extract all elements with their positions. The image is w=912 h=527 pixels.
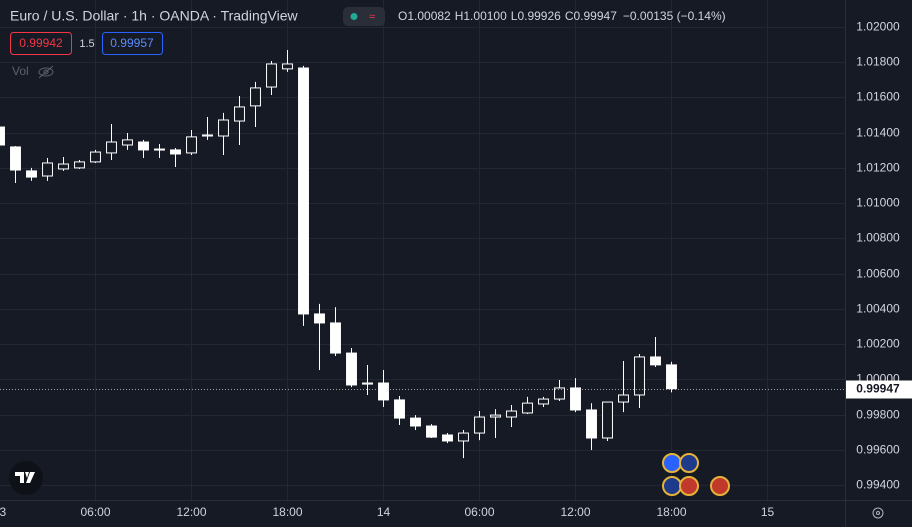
candle-body	[170, 149, 181, 155]
candle-body	[426, 425, 437, 438]
price-change: −0.00135 (−0.14%)	[623, 9, 726, 23]
x-tick-label: 06:00	[464, 505, 494, 519]
candle-body	[650, 356, 661, 366]
ohlc-value: L0.99926	[511, 9, 561, 23]
last-price-box	[846, 380, 912, 399]
candle-body	[58, 163, 69, 170]
y-tick-label: 1.01400	[856, 126, 900, 140]
tradingview-logo[interactable]	[9, 461, 43, 495]
buy-price: 0.99957	[110, 36, 154, 50]
candle-body	[666, 364, 677, 390]
volume-label: Vol	[12, 64, 29, 78]
spread: 1.5	[79, 38, 94, 50]
candle-body	[26, 170, 37, 178]
candle-body	[122, 139, 133, 146]
svg-text:≈: ≈	[369, 11, 375, 23]
grid	[0, 0, 845, 500]
candle-body	[202, 134, 213, 137]
candle-body	[410, 417, 421, 427]
candle-body	[282, 63, 293, 70]
candle-body	[218, 119, 229, 137]
candle-body	[42, 162, 53, 177]
candle-body	[634, 356, 645, 396]
candle-body	[186, 136, 197, 154]
candle-body	[538, 398, 549, 405]
sell-price: 0.99942	[19, 36, 63, 50]
candle-body	[570, 387, 581, 411]
event-icons[interactable]	[662, 453, 730, 496]
y-tick-label: 1.02000	[856, 20, 900, 34]
candle-body	[10, 146, 21, 171]
ohlc-value: O1.00082	[398, 9, 451, 23]
y-tick-label: 1.01800	[856, 55, 900, 69]
y-tick-label: 1.01200	[856, 161, 900, 175]
candle-body	[394, 399, 405, 419]
candle-body	[490, 414, 501, 418]
y-tick-label: 1.00800	[856, 231, 900, 245]
candle-body	[266, 63, 277, 88]
visibility-icon[interactable]	[38, 65, 54, 79]
x-tick-label: 15	[761, 505, 775, 519]
last-price-label: 0.99947	[856, 382, 900, 396]
y-tick-label: 1.00600	[856, 267, 900, 281]
buy-button[interactable]: 0.99957	[102, 32, 163, 55]
x-tick-label: 14	[377, 505, 391, 519]
chart-title: Euro / U.S. Dollar · 1h · OANDA · Tradin…	[10, 8, 299, 24]
ohlc-value: H1.00100	[455, 9, 507, 23]
y-tick-label: 1.00400	[856, 302, 900, 316]
candle-body	[602, 401, 613, 439]
candle-body	[554, 387, 565, 400]
axes: 1.02000 1.01800 1.01600 1.01400 1.01200 1.010…	[0, 20, 912, 519]
candle-body	[362, 382, 373, 385]
candle-body	[506, 410, 517, 418]
y-tick-label: 0.99600	[856, 443, 900, 457]
candle-body	[378, 382, 389, 401]
candle-body	[618, 394, 629, 403]
candle-body	[442, 434, 453, 442]
candle-body	[474, 416, 485, 434]
x-tick-label: 06:00	[80, 505, 110, 519]
sell-button[interactable]: 0.99942	[10, 32, 72, 55]
candles	[0, 50, 677, 459]
ohlc-readout: O1.00082 H1.00100 L0.99926 C0.99947 −0.00135…	[398, 9, 726, 23]
x-tick-label: 13	[0, 505, 6, 519]
candle-body	[330, 322, 341, 354]
y-tick-label: 0.99800	[856, 408, 900, 422]
candle-body	[106, 141, 117, 154]
y-tick-label: 0.99400	[856, 478, 900, 492]
y-tick-label: 1.01600	[856, 90, 900, 104]
candle-body	[458, 432, 469, 442]
candle-body	[138, 141, 149, 151]
candle-body	[314, 313, 325, 324]
x-tick-label: 18:00	[272, 505, 302, 519]
candle-body	[346, 352, 357, 386]
candle-body	[250, 87, 261, 107]
candle-body	[74, 161, 85, 169]
x-tick-label: 18:00	[656, 505, 686, 519]
candle-body	[234, 106, 245, 122]
x-tick-label: 12:00	[560, 505, 590, 519]
y-tick-label: 1.01000	[856, 196, 900, 210]
x-tick-label: 12:00	[176, 505, 206, 519]
candle-body	[90, 151, 101, 163]
ohlc-value: C0.99947	[565, 9, 617, 23]
candle-body	[298, 67, 309, 315]
y-tick-label: 1.00200	[856, 337, 900, 351]
candle-body	[0, 126, 5, 146]
candle-body	[522, 402, 533, 414]
candle-body	[586, 409, 597, 439]
settings-icon[interactable]	[872, 507, 884, 519]
candle-body	[154, 148, 165, 151]
status-pill: ≈	[343, 7, 385, 26]
